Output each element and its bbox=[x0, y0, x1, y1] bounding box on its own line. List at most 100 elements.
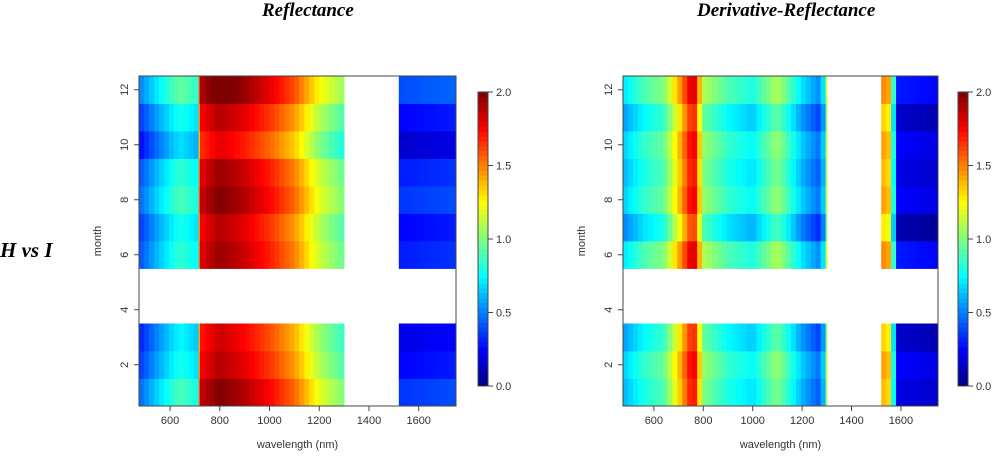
heatmap-cell bbox=[168, 323, 175, 352]
heatmap-cell bbox=[776, 241, 782, 269]
heatmap-cell bbox=[428, 241, 435, 269]
heatmap-cell bbox=[239, 323, 246, 352]
heatmap-cell bbox=[781, 241, 787, 269]
heatmap-cell bbox=[443, 213, 449, 242]
heatmap-cell bbox=[652, 241, 658, 269]
heatmap-cell bbox=[810, 186, 817, 214]
heatmap-cell bbox=[448, 241, 454, 269]
heatmap-cell bbox=[815, 213, 822, 242]
heatmap-cell bbox=[905, 103, 912, 132]
heatmap-cell bbox=[637, 378, 644, 407]
heatmap-cell bbox=[143, 213, 150, 242]
heatmap-cell bbox=[810, 323, 817, 352]
heatmap-cell bbox=[229, 131, 236, 159]
heatmap-cell bbox=[428, 131, 435, 159]
heatmap-cell bbox=[423, 213, 430, 242]
heatmap-cell bbox=[423, 76, 430, 104]
heatmap-cell bbox=[408, 186, 415, 214]
heatmap-cell bbox=[711, 351, 718, 379]
heatmap-cell bbox=[776, 323, 782, 352]
heatmap-cell bbox=[178, 378, 185, 407]
heatmap-cell bbox=[204, 241, 211, 269]
heatmap-cell bbox=[915, 158, 922, 187]
x-tick-label: 1200 bbox=[790, 415, 814, 427]
heatmap-cell bbox=[168, 378, 175, 407]
heatmap-cell bbox=[139, 241, 145, 269]
chart-title-reflectance: Reflectance bbox=[262, 0, 354, 21]
heatmap-cell bbox=[324, 323, 330, 352]
heatmap-cell bbox=[314, 76, 320, 104]
colorbar-segment bbox=[478, 322, 488, 328]
heatmap-cell bbox=[259, 323, 265, 352]
heatmap-cell bbox=[647, 158, 654, 187]
heatmap-cell bbox=[438, 186, 444, 214]
heatmap-cell bbox=[891, 76, 897, 104]
heatmap-cell bbox=[905, 131, 912, 159]
heatmap-cell bbox=[800, 378, 807, 407]
colorbar-segment bbox=[478, 145, 488, 152]
colorbar-segment bbox=[958, 131, 968, 137]
heatmap-cell bbox=[776, 131, 782, 159]
colorbar-segment bbox=[478, 346, 488, 353]
heatmap-cell bbox=[820, 186, 826, 214]
colorbar-segment bbox=[958, 121, 968, 127]
heatmap-cell bbox=[642, 76, 649, 104]
heatmap-cell bbox=[198, 323, 201, 352]
heatmap-cell bbox=[204, 351, 211, 379]
heatmap-cell bbox=[304, 131, 310, 159]
heatmap-cell bbox=[771, 186, 777, 214]
heatmap-cell bbox=[741, 76, 747, 104]
heatmap-cell bbox=[677, 323, 683, 352]
heatmap-cell bbox=[334, 213, 340, 242]
heatmap-cell bbox=[299, 76, 305, 104]
heatmap-cell bbox=[751, 158, 757, 187]
heatmap-cell bbox=[398, 103, 405, 132]
heatmap-cell bbox=[632, 131, 639, 159]
heatmap-cell bbox=[289, 76, 295, 104]
heatmap-cell bbox=[657, 76, 663, 104]
heatmap-cell bbox=[148, 158, 155, 187]
heatmap-cell bbox=[294, 158, 300, 187]
heatmap-cell bbox=[682, 158, 688, 187]
colorbar-segment bbox=[478, 126, 488, 132]
heatmap-cell bbox=[329, 323, 335, 352]
colorbar-segment bbox=[958, 268, 968, 274]
colorbar-segment bbox=[958, 170, 968, 176]
heatmap-cell bbox=[761, 76, 767, 104]
heatmap-cell bbox=[229, 378, 236, 407]
heatmap-cell bbox=[652, 131, 658, 159]
heatmap-cell bbox=[657, 378, 663, 407]
heatmap-cell bbox=[697, 76, 703, 104]
heatmap-cell bbox=[173, 76, 180, 104]
heatmap-cell bbox=[398, 351, 405, 379]
heatmap-cell bbox=[339, 351, 345, 379]
heatmap-cell bbox=[274, 323, 280, 352]
heatmap-cell bbox=[153, 351, 160, 379]
heatmap-cell bbox=[652, 186, 658, 214]
heatmap-cell bbox=[264, 131, 270, 159]
colorbar-segment bbox=[478, 292, 488, 299]
heatmap-cell bbox=[294, 351, 300, 379]
heatmap-cell bbox=[304, 378, 310, 407]
heatmap-cell bbox=[403, 323, 410, 352]
colorbar-segment bbox=[478, 209, 488, 215]
heatmap-cell bbox=[781, 213, 787, 242]
heatmap-cell bbox=[188, 131, 195, 159]
heatmap-cell bbox=[910, 323, 917, 352]
heatmap-cell bbox=[935, 351, 939, 379]
heatmap-cell bbox=[756, 241, 762, 269]
heatmap-cell bbox=[881, 158, 887, 187]
heatmap-cell bbox=[319, 351, 325, 379]
heatmap-cell bbox=[786, 351, 792, 379]
colorbar-segment bbox=[478, 92, 488, 98]
y-tick-label: 4 bbox=[603, 307, 615, 313]
heatmap-cell bbox=[930, 213, 936, 242]
heatmap-cell bbox=[143, 323, 150, 352]
heatmap-cell bbox=[289, 241, 295, 269]
heatmap-cell bbox=[677, 351, 683, 379]
colorbar-segment bbox=[478, 224, 488, 230]
heatmap-cell bbox=[234, 351, 241, 379]
heatmap-cell bbox=[448, 351, 454, 379]
heatmap-cell bbox=[234, 378, 241, 407]
heatmap-cell bbox=[702, 103, 708, 132]
